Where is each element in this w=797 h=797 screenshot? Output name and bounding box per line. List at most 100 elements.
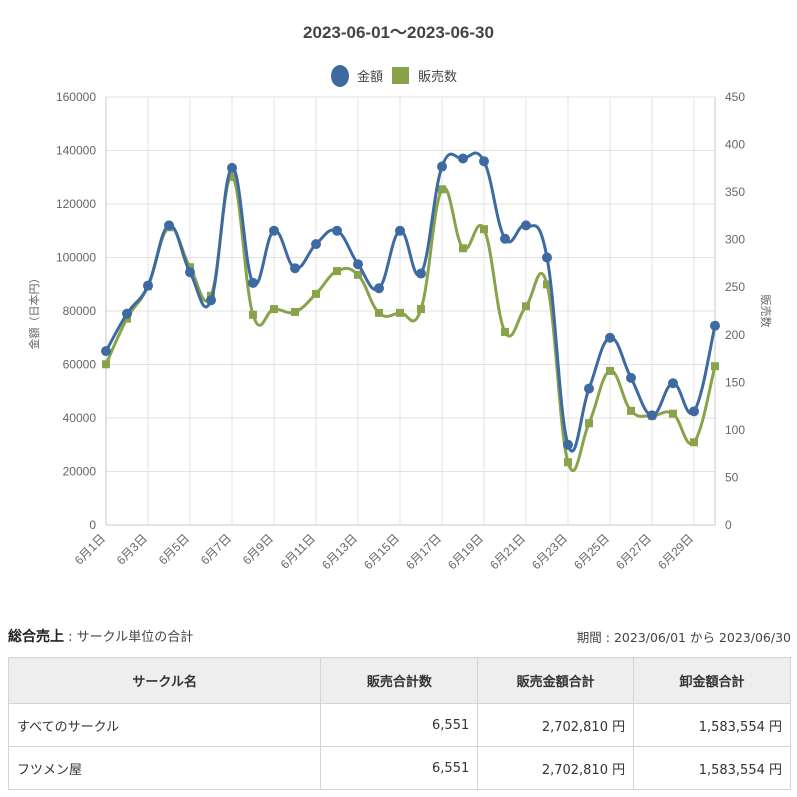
point-count bbox=[501, 327, 509, 336]
x-tick-label: 6月21日 bbox=[487, 531, 528, 572]
summary-header: 総合売上 : サークル単位の合計 期間 : 2023/06/01 から 2023… bbox=[8, 626, 791, 648]
period-text: 期間 : 2023/06/01 から 2023/06/30 bbox=[576, 630, 791, 645]
point-count bbox=[690, 438, 698, 447]
header-sales-count: 販売合計数 bbox=[320, 657, 479, 704]
y-right-tick-label: 0 bbox=[725, 518, 732, 532]
legend-square-icon bbox=[392, 67, 409, 84]
x-tick-label: 6月25日 bbox=[571, 531, 612, 572]
point-amount bbox=[605, 332, 615, 343]
y-right-tick-label: 400 bbox=[725, 138, 745, 152]
legend-label-count: 販売数 bbox=[418, 69, 457, 84]
point-count bbox=[291, 307, 299, 316]
legend-label-amount: 金額 bbox=[357, 69, 383, 84]
x-tick-label: 6月15日 bbox=[361, 531, 402, 572]
x-tick-label: 6月5日 bbox=[156, 531, 192, 567]
y-right-axis-title: 販売数 bbox=[759, 295, 772, 328]
y-left-tick-label: 140000 bbox=[56, 144, 96, 158]
x-tick-label: 6月11日 bbox=[278, 531, 318, 571]
y-left-tick-label: 100000 bbox=[56, 251, 96, 265]
point-count bbox=[438, 185, 446, 194]
point-amount bbox=[227, 162, 237, 173]
point-amount bbox=[353, 259, 363, 270]
point-amount bbox=[437, 161, 447, 172]
summary-title: 総合売上 bbox=[8, 629, 64, 645]
y-right-tick-label: 150 bbox=[725, 375, 745, 389]
x-tick-label: 6月23日 bbox=[529, 531, 570, 572]
y-left-tick-label: 20000 bbox=[63, 465, 97, 479]
point-amount bbox=[374, 283, 384, 294]
point-amount bbox=[269, 225, 279, 236]
point-amount bbox=[500, 233, 510, 244]
table-row: フツメン屋 6,551 2,702,810 円 1,583,554 円 bbox=[7, 746, 791, 790]
point-count bbox=[333, 267, 341, 276]
cell-sales-amount: 2,702,810 円 bbox=[477, 746, 635, 790]
x-tick-label: 6月29日 bbox=[655, 531, 696, 572]
point-amount bbox=[332, 225, 342, 236]
sales-chart-area: 2023-06-01～2023-06-30 金額 販売数 0 20000 40000 600… bbox=[27, 23, 772, 572]
y-right-tick-label: 250 bbox=[725, 280, 745, 294]
cell-sales-amount: 2,702,810 円 bbox=[477, 703, 635, 747]
point-amount bbox=[584, 383, 594, 394]
y-left-axis-title: 金額（日本円） bbox=[27, 273, 41, 350]
point-amount bbox=[563, 439, 573, 450]
point-count bbox=[270, 305, 278, 314]
x-tick-label: 6月13日 bbox=[319, 531, 360, 572]
cell-wholesale-amount: 1,583,554 円 bbox=[633, 746, 791, 790]
x-tick-label: 6月17日 bbox=[403, 531, 444, 572]
y-left-tick-label: 80000 bbox=[63, 304, 97, 318]
table-header-row: サークル名 販売合計数 販売金額合計 卸金額合計 bbox=[7, 657, 791, 704]
point-count bbox=[249, 310, 257, 319]
legend-circle-icon bbox=[331, 65, 349, 87]
y-left-tick-label: 120000 bbox=[56, 197, 96, 211]
point-amount bbox=[647, 410, 657, 421]
point-amount bbox=[689, 406, 699, 417]
point-count bbox=[522, 302, 530, 311]
series-line-amount bbox=[104, 151, 717, 453]
y-right-tick-label: 450 bbox=[725, 90, 745, 104]
point-count bbox=[480, 225, 488, 234]
point-amount bbox=[458, 153, 468, 164]
y-right-tick-label: 200 bbox=[725, 328, 745, 342]
y-right-tick-label: 100 bbox=[725, 423, 745, 437]
point-amount bbox=[164, 220, 174, 231]
point-count bbox=[375, 308, 383, 317]
y-left-tick-label: 40000 bbox=[63, 411, 97, 425]
point-count bbox=[585, 419, 593, 428]
y-left-tick-label: 160000 bbox=[56, 90, 96, 104]
point-amount bbox=[290, 263, 300, 274]
point-count bbox=[711, 362, 719, 371]
chart-title: 2023-06-01～2023-06-30 bbox=[303, 23, 494, 42]
point-amount bbox=[416, 268, 426, 279]
point-count bbox=[459, 244, 467, 253]
point-count bbox=[396, 308, 404, 317]
x-tick-label: 6月7日 bbox=[198, 531, 234, 567]
table-row: すべてのサークル 6,551 2,702,810 円 1,583,554 円 bbox=[7, 703, 791, 747]
point-amount bbox=[185, 267, 195, 278]
point-count bbox=[564, 458, 572, 467]
series-line-count bbox=[104, 175, 717, 473]
y-right-tick-label: 50 bbox=[725, 470, 739, 484]
point-amount bbox=[143, 280, 153, 291]
point-count bbox=[669, 409, 677, 418]
summary-subtitle: : サークル単位の合計 bbox=[68, 630, 194, 645]
y-right-tick-label: 300 bbox=[725, 233, 745, 247]
x-tick-label: 6月9日 bbox=[240, 531, 276, 567]
y-right-tick-label: 350 bbox=[725, 185, 745, 199]
point-amount bbox=[395, 225, 405, 236]
cell-sales-count: 6,551 bbox=[320, 703, 479, 747]
point-amount bbox=[248, 277, 258, 288]
header-circle-name: サークル名 bbox=[7, 657, 322, 704]
point-count bbox=[312, 289, 320, 298]
x-tick-label: 6月27日 bbox=[613, 531, 654, 572]
point-count bbox=[627, 406, 635, 415]
y-left-tick-label: 60000 bbox=[63, 358, 97, 372]
point-amount bbox=[122, 308, 132, 319]
cell-wholesale-amount: 1,583,554 円 bbox=[633, 703, 791, 747]
x-tick-label: 6月1日 bbox=[72, 531, 108, 567]
x-tick-label: 6月3日 bbox=[114, 531, 150, 567]
point-count bbox=[543, 280, 551, 289]
point-amount bbox=[626, 372, 636, 383]
point-amount bbox=[101, 346, 111, 357]
point-amount bbox=[521, 220, 531, 231]
